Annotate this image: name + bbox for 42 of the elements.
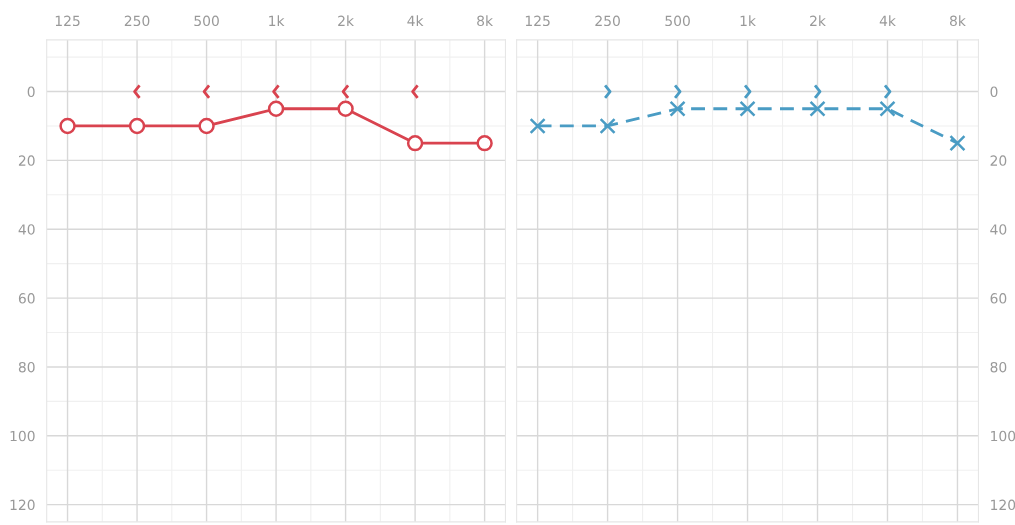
- point: [809, 100, 826, 117]
- point: [337, 100, 354, 117]
- y-tick-label: 80: [18, 361, 35, 373]
- y-tick-label: 40: [990, 224, 1007, 235]
- x-tick-label: 8k: [477, 15, 494, 27]
- y-tick-label: 80: [990, 361, 1007, 373]
- x-tick-label: 1k: [269, 15, 285, 26]
- point: [529, 117, 546, 135]
- y-tick-label: 0: [990, 86, 998, 98]
- y-tick-label: 120: [10, 499, 35, 511]
- point: [879, 100, 896, 117]
- point: [476, 134, 493, 152]
- y-tick-label: 20: [18, 155, 35, 166]
- x-tick-label: 125: [525, 15, 550, 27]
- y-tick-label: 100: [10, 430, 35, 442]
- point: [669, 100, 686, 117]
- point: [198, 117, 215, 135]
- y-tick-label: 120: [991, 499, 1015, 511]
- point: [59, 117, 76, 135]
- x-tick-label: 125: [55, 15, 80, 27]
- point: [406, 134, 424, 152]
- y-tick-label: 0: [27, 86, 35, 98]
- x-tick-label: 250: [124, 15, 150, 27]
- point: [599, 117, 616, 135]
- x-tick-label: 4k: [407, 15, 424, 26]
- x-tick-label: 250: [595, 15, 620, 27]
- y-tick-label: 60: [990, 293, 1007, 304]
- point: [128, 117, 146, 135]
- y-tick-label: 60: [18, 293, 35, 304]
- x-tick-label: 2k: [338, 15, 354, 26]
- y-tick-label: 20: [990, 155, 1007, 166]
- x-tick-label: 8k: [949, 15, 966, 27]
- x-tick-label: 1k: [740, 15, 756, 26]
- x-tick-label: 500: [194, 15, 219, 27]
- x-tick-label: 2k: [810, 15, 826, 26]
- y-tick-label: 40: [18, 224, 35, 235]
- point: [739, 100, 756, 117]
- point: [949, 134, 966, 152]
- x-tick-label: 500: [665, 15, 690, 27]
- y-tick-label: 100: [991, 430, 1015, 442]
- x-tick-label: 4k: [879, 15, 896, 26]
- point: [267, 100, 285, 117]
